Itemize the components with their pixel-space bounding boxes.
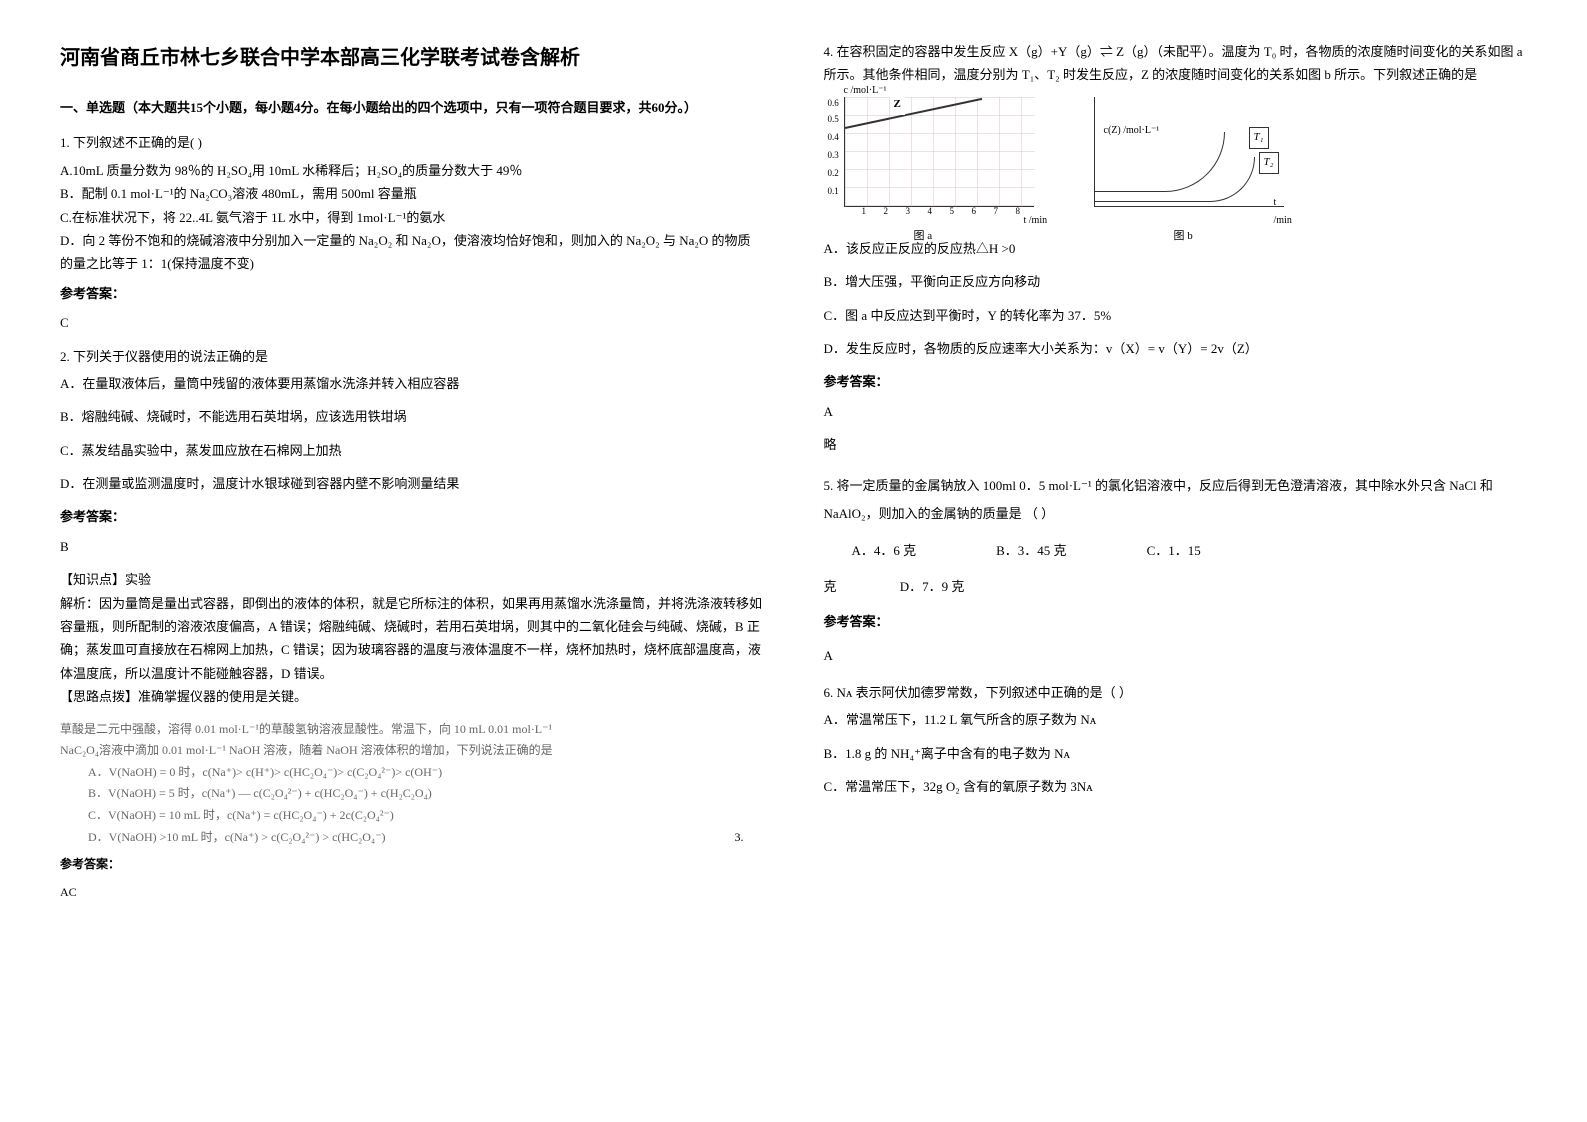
q2-answer: B xyxy=(60,535,764,558)
q3-option-a: A．V(NaOH) = 0 时，c(Na⁺)> c(H⁺)> c(HC₂O₄⁻)… xyxy=(60,762,764,784)
q4-brief: 略 xyxy=(824,433,1528,456)
q5-options-row1: A．4．6 克 B．3．45 克 C．1．15 xyxy=(824,537,1528,566)
q3-option-b: B．V(NaOH) = 5 时，c(Na⁺) — c(C₂O₄²⁻) + c(H… xyxy=(60,783,764,805)
section-header: 一、单选题（本大题共15个小题，每小题4分。在每小题给出的四个选项中，只有一项符… xyxy=(60,96,764,119)
q5-option-d: D．7．9 克 xyxy=(900,579,965,594)
q1-option-b: B．配制 0.1 mol·L⁻¹的 Na₂CO₃溶液 480mL，需用 500m… xyxy=(60,182,764,205)
q2-option-a: A．在量取液体后，量筒中残留的液体要用蒸馏水洗涤并转入相应容器 xyxy=(60,372,764,395)
chart-a-label-z: Z xyxy=(890,95,905,115)
q4-stem: 4. 在容积固定的容器中发生反应 X（g）+Y（g）⇌ Z（g）（未配平）。温度… xyxy=(824,40,1528,87)
xtick-8: 8 xyxy=(1016,203,1021,219)
chart-a-grid xyxy=(845,97,1035,207)
q5-option-a: A．4．6 克 xyxy=(824,537,917,566)
ytick-1: 0.1 xyxy=(828,183,839,199)
question-1: 1. 下列叙述不正确的是( ) A.10mL 质量分数为 98％的 H₂SO₄用… xyxy=(60,131,764,334)
xtick-7: 7 xyxy=(994,203,999,219)
q3-answer: AC xyxy=(60,882,764,904)
q3-answer-label: 参考答案： xyxy=(60,854,764,876)
left-column: 河南省商丘市林七乡联合中学本部高三化学联考试卷含解析 一、单选题（本大题共15个… xyxy=(60,40,764,913)
xtick-2: 2 xyxy=(884,203,889,219)
q2-tip: 【思路点拨】准确掌握仪器的使用是关键。 xyxy=(60,685,764,708)
q2-analysis: 解析：因为量筒是量出式容器，即倒出的液体的体积，就是它所标注的体积，如果再用蒸馏… xyxy=(60,592,764,686)
chart-a: Z xyxy=(844,97,1034,207)
q2-answer-label: 参考答案： xyxy=(60,505,764,528)
chart-b-curve-t2 xyxy=(1095,157,1255,202)
q2-stem: 2. 下列关于仪器使用的说法正确的是 xyxy=(60,345,764,368)
q3-option-d: D．V(NaOH) >10 mL 时，c(Na⁺) > c(C₂O₄²⁻) > … xyxy=(60,827,385,849)
xtick-3: 3 xyxy=(906,203,911,219)
q6-stem: 6. Nᴀ 表示阿伏加德罗常数，下列叙述中正确的是（ ） xyxy=(824,681,1528,704)
exam-title: 河南省商丘市林七乡联合中学本部高三化学联考试卷含解析 xyxy=(60,40,764,76)
q5-answer: A xyxy=(824,642,1528,671)
q1-stem: 1. 下列叙述不正确的是( ) xyxy=(60,131,764,154)
xtick-6: 6 xyxy=(972,203,977,219)
question-4: 4. 在容积固定的容器中发生反应 X（g）+Y（g）⇌ Z（g）（未配平）。温度… xyxy=(824,40,1528,457)
question-2: 2. 下列关于仪器使用的说法正确的是 A．在量取液体后，量筒中残留的液体要用蒸馏… xyxy=(60,345,764,709)
q5-option-c: C．1．15 xyxy=(1147,537,1201,566)
ytick-5: 0.5 xyxy=(828,111,839,127)
chart-a-xlabel: t /min xyxy=(1024,212,1048,230)
ytick-3: 0.3 xyxy=(828,147,839,163)
chart-b-label-t2: T₂ xyxy=(1259,152,1279,174)
xtick-1: 1 xyxy=(862,203,867,219)
q4-answer: A xyxy=(824,400,1528,423)
q6-option-c: C．常温常压下，32g O₂ 含有的氧原子数为 3Nᴀ xyxy=(824,775,1528,798)
question-5: 5. 将一定质量的金属钠放入 100ml 0．5 mol·L⁻¹ 的氯化铝溶液中… xyxy=(824,472,1528,672)
q1-answer: C xyxy=(60,311,764,334)
q4-option-d: D．发生反应时，各物质的反应速率大小关系为：v（X）= v（Y）= 2v（Z） xyxy=(824,337,1528,360)
right-column: 4. 在容积固定的容器中发生反应 X（g）+Y（g）⇌ Z（g）（未配平）。温度… xyxy=(824,40,1528,913)
q5-stem: 5. 将一定质量的金属钠放入 100ml 0．5 mol·L⁻¹ 的氯化铝溶液中… xyxy=(824,472,1528,529)
q5-answer-label: 参考答案： xyxy=(824,608,1528,637)
chart-b-caption: 图 b xyxy=(1174,227,1193,247)
chart-b-xlabel: t /min xyxy=(1274,194,1292,230)
q4-option-b: B．增大压强，平衡向正反应方向移动 xyxy=(824,270,1528,293)
q3-number: 3. xyxy=(735,827,764,849)
question-6: 6. Nᴀ 表示阿伏加德罗常数，下列叙述中正确的是（ ） A．常温常压下，11.… xyxy=(824,681,1528,799)
q4-answer-label: 参考答案： xyxy=(824,370,1528,393)
q6-option-a: A．常温常压下，11.2 L 氧气所含的原子数为 Nᴀ xyxy=(824,708,1528,731)
chart-a-caption: 图 a xyxy=(914,227,933,247)
q3-stem1: 草酸是二元中强酸，溶得 0.01 mol·L⁻¹的草酸氢钠溶液显酸性。常温下，向… xyxy=(60,719,764,741)
q2-option-b: B．熔融纯碱、烧碱时，不能选用石英坩埚，应该选用铁坩埚 xyxy=(60,405,764,428)
chart-b: T₁ T₂ xyxy=(1094,97,1284,207)
q3-stem2: NaC₂O₄溶液中滴加 0.01 mol·L⁻¹ NaOH 溶液，随着 NaOH… xyxy=(60,740,764,762)
q5-option-b: B．3．45 克 xyxy=(996,537,1066,566)
q5-options-row2: 克 D．7．9 克 xyxy=(824,573,1528,602)
q1-option-a: A.10mL 质量分数为 98％的 H₂SO₄用 10mL 水稀释后；H₂SO₄… xyxy=(60,159,764,182)
q3-option-c: C．V(NaOH) = 10 mL 时，c(Na⁺) = c(HC₂O₄⁻) +… xyxy=(60,805,764,827)
q1-option-d: D．向 2 等份不饱和的烧碱溶液中分别加入一定量的 Na₂O₂ 和 Na₂O，使… xyxy=(60,229,764,276)
question-3: 草酸是二元中强酸，溶得 0.01 mol·L⁻¹的草酸氢钠溶液显酸性。常温下，向… xyxy=(60,719,764,904)
q6-option-b: B．1.8 g 的 NH₄⁺离子中含有的电子数为 Nᴀ xyxy=(824,742,1528,765)
q1-option-c: C.在标准状况下，将 22..4L 氨气溶于 1L 水中，得到 1mol·L⁻¹… xyxy=(60,206,764,229)
ytick-4: 0.4 xyxy=(828,129,839,145)
q1-answer-label: 参考答案： xyxy=(60,282,764,305)
q4-option-c: C．图 a 中反应达到平衡时，Y 的转化率为 37．5% xyxy=(824,304,1528,327)
xtick-5: 5 xyxy=(950,203,955,219)
ytick-2: 0.2 xyxy=(828,165,839,181)
q5-option-c-cont: 克 xyxy=(824,579,837,594)
q2-option-d: D．在测量或监测温度时，温度计水银球碰到容器内壁不影响测量结果 xyxy=(60,472,764,495)
q2-knowledge: 【知识点】实验 xyxy=(60,568,764,591)
q4-chart: c /mol·L⁻¹ Z 0.6 0.5 0.4 0.3 0.2 0.1 1 2… xyxy=(824,97,1284,227)
ytick-6: 0.6 xyxy=(828,95,839,111)
chart-b-label-t1: T₁ xyxy=(1249,127,1269,149)
xtick-4: 4 xyxy=(928,203,933,219)
q2-option-c: C．蒸发结晶实验中，蒸发皿应放在石棉网上加热 xyxy=(60,439,764,462)
